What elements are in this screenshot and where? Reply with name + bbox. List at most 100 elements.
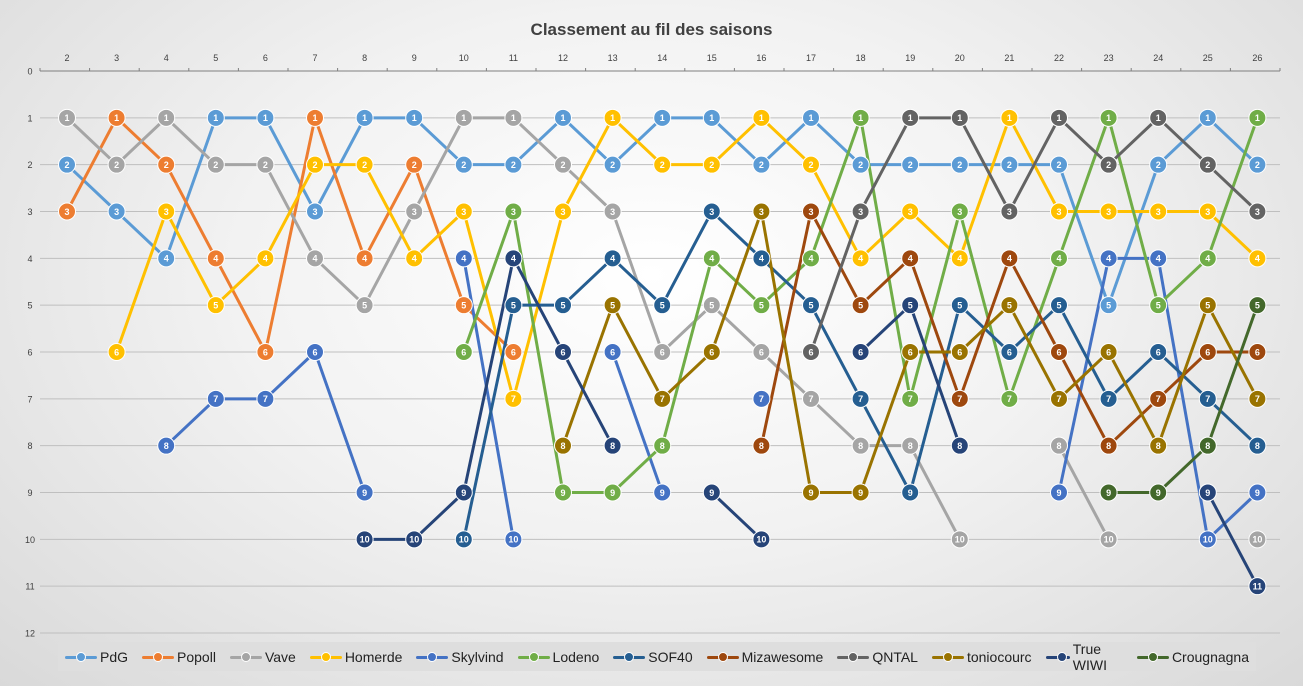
y-tick-label: 8 (27, 441, 32, 451)
data-point-homerde (802, 155, 820, 174)
data-label-skylvind: 7 (759, 394, 764, 404)
data-point-vave (554, 155, 572, 174)
data-point-sof40 (504, 296, 523, 315)
legend-label: SOF40 (648, 648, 693, 665)
data-label-crougnagna: 8 (1205, 441, 1210, 451)
legend-label: Popoll (177, 648, 216, 665)
data-point-vave (603, 202, 622, 221)
data-point-popoll (206, 249, 225, 268)
data-label-popoll: 6 (511, 347, 516, 357)
data-point-qntal (1149, 108, 1168, 127)
data-label-pdg: 2 (908, 160, 913, 170)
data-label-true-wiwi: 10 (360, 535, 370, 545)
data-point-true-wiwi (405, 530, 424, 549)
data-point-qntal (950, 108, 969, 127)
data-label-mizawesome: 4 (908, 254, 913, 264)
data-label-crougnagna: 9 (1106, 488, 1111, 498)
data-point-vave (1050, 436, 1068, 455)
data-point-qntal (1198, 155, 1217, 174)
x-tick-label: 15 (707, 53, 717, 63)
series-line-vave (65, 116, 962, 541)
data-label-pdg: 2 (1156, 160, 1161, 170)
data-label-mizawesome: 6 (1255, 347, 1260, 357)
data-label-vave: 2 (263, 160, 268, 170)
legend-swatch (837, 650, 870, 664)
data-label-qntal: 1 (1156, 113, 1161, 123)
data-label-sof40: 5 (511, 300, 516, 310)
x-tick-label: 16 (756, 53, 766, 63)
data-label-vave: 5 (362, 300, 367, 310)
data-point-mizawesome (851, 296, 870, 315)
data-label-pdg: 1 (709, 113, 714, 123)
data-point-popoll (256, 343, 275, 361)
data-point-vave (256, 155, 275, 174)
data-label-skylvind: 7 (263, 394, 268, 404)
data-point-mizawesome (752, 436, 771, 455)
data-point-popoll (107, 108, 126, 127)
data-point-homerde (1000, 108, 1019, 127)
data-point-homerde (405, 249, 424, 268)
data-point-lodeno (1000, 389, 1019, 408)
data-point-vave (355, 296, 374, 315)
data-point-lodeno (1149, 296, 1168, 315)
data-label-sof40: 4 (610, 254, 615, 264)
data-label-pdg: 1 (660, 113, 665, 123)
data-label-qntal: 2 (1106, 160, 1111, 170)
data-label-vave: 7 (808, 394, 813, 404)
data-point-popoll (58, 202, 76, 221)
data-point-homerde (1099, 202, 1118, 221)
data-point-sof40 (752, 249, 771, 268)
data-label-sof40: 7 (858, 394, 863, 404)
data-label-sof40: 7 (1106, 394, 1111, 404)
data-label-pdg: 4 (164, 254, 169, 264)
x-tick-label: 26 (1252, 53, 1262, 63)
data-label-lodeno: 4 (1205, 254, 1210, 264)
data-point-homerde (1149, 202, 1168, 221)
data-point-true-wiwi (1248, 577, 1267, 596)
data-point-vave (157, 108, 176, 127)
data-point-skylvind (1149, 249, 1168, 268)
data-label-skylvind: 10 (1203, 535, 1213, 545)
data-label-vave: 2 (213, 160, 218, 170)
legend-item-lodeno: Lodeno (517, 649, 599, 665)
data-point-toniocourc (1000, 296, 1019, 315)
data-label-qntal: 6 (808, 347, 813, 357)
data-label-pdg: 3 (312, 207, 317, 217)
data-point-pdg (1099, 296, 1118, 315)
data-label-mizawesome: 7 (1156, 394, 1161, 404)
data-point-toniocourc (554, 436, 572, 455)
x-tick-label: 18 (856, 53, 866, 63)
data-label-true-wiwi: 9 (709, 488, 714, 498)
data-point-homerde (256, 249, 275, 268)
data-label-pdg: 2 (461, 160, 466, 170)
y-tick-label: 1 (27, 113, 32, 123)
data-point-pdg (950, 155, 969, 174)
data-label-qntal: 3 (1255, 207, 1260, 217)
data-label-lodeno: 4 (709, 254, 714, 264)
data-label-lodeno: 4 (808, 254, 813, 264)
data-label-skylvind: 4 (461, 254, 466, 264)
data-label-homerde: 1 (1007, 113, 1012, 123)
data-point-skylvind (306, 343, 324, 361)
data-label-homerde: 4 (957, 254, 962, 264)
data-label-vave: 8 (858, 441, 863, 451)
data-point-qntal (1000, 202, 1019, 221)
data-point-true-wiwi (454, 483, 473, 502)
data-point-qntal (1099, 155, 1118, 174)
data-point-vave (851, 436, 870, 455)
data-label-pdg: 1 (412, 113, 417, 123)
legend-item-qntal: QNTAL (837, 649, 918, 665)
data-point-mizawesome (1248, 343, 1267, 361)
data-label-true-wiwi: 9 (461, 488, 466, 498)
data-point-pdg (653, 108, 672, 127)
data-label-vave: 3 (412, 207, 417, 217)
data-point-skylvind (206, 389, 225, 408)
data-point-sof40 (802, 296, 820, 315)
data-point-skylvind (603, 343, 622, 361)
data-point-pdg (58, 155, 76, 174)
y-tick-label: 9 (27, 488, 32, 498)
data-label-homerde: 3 (164, 207, 169, 217)
data-point-homerde (752, 108, 771, 127)
data-point-homerde (206, 296, 225, 315)
